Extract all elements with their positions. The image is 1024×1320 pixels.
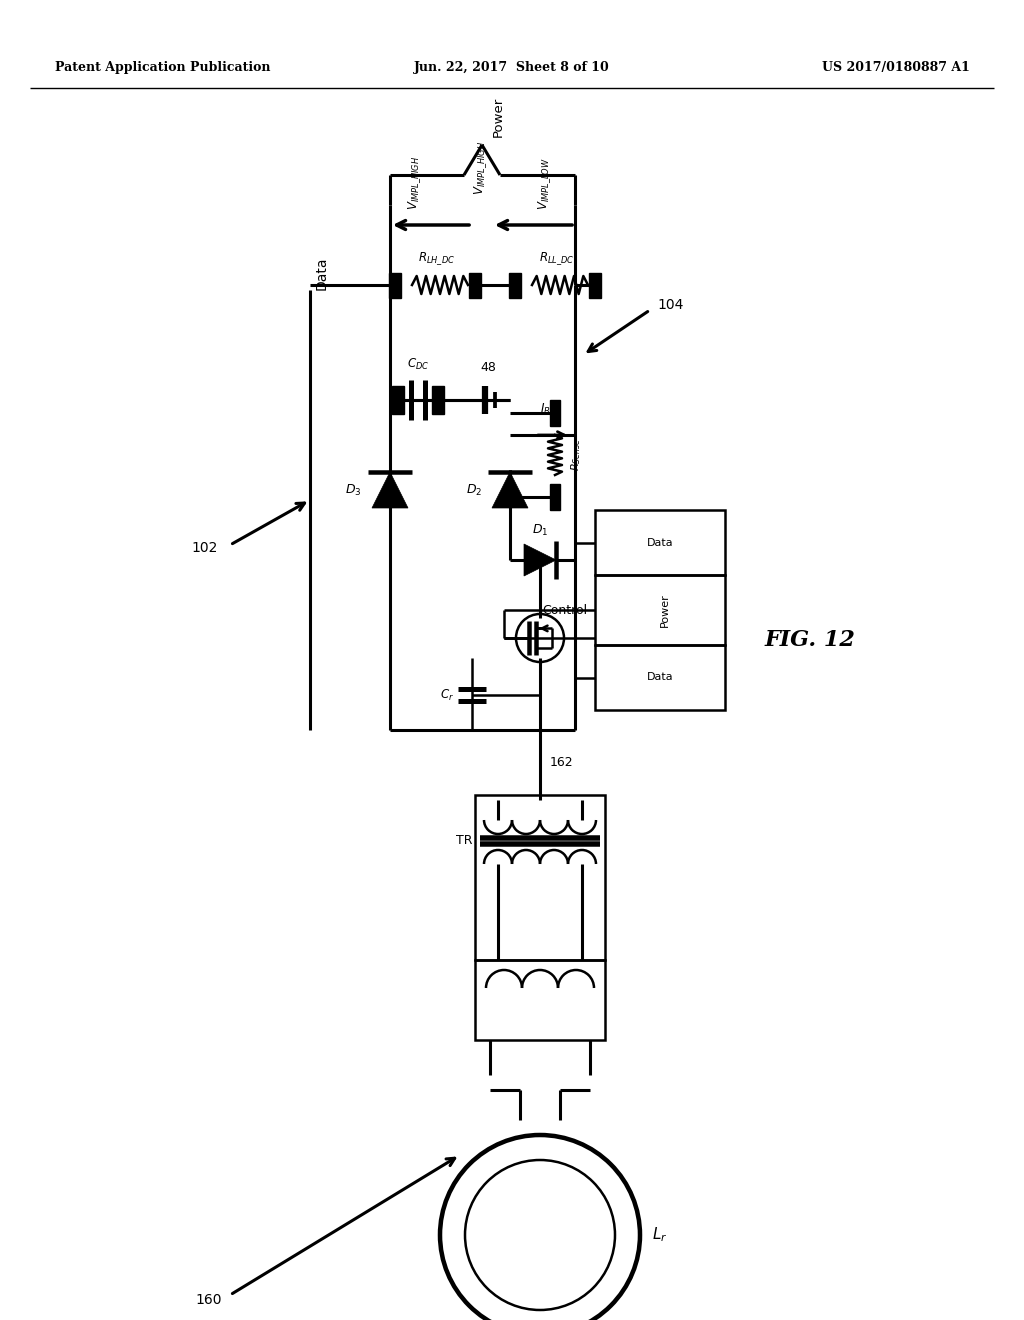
Text: Power: Power xyxy=(492,96,505,137)
Text: $C_{DC}$: $C_{DC}$ xyxy=(407,356,429,372)
Text: $V_{IMPL\_HIGH}$: $V_{IMPL\_HIGH}$ xyxy=(407,156,423,210)
Bar xyxy=(550,400,560,426)
Text: $D_3$: $D_3$ xyxy=(345,482,362,498)
Text: TR: TR xyxy=(456,834,472,847)
Bar xyxy=(589,272,601,297)
Bar xyxy=(469,272,481,297)
Text: Data: Data xyxy=(647,672,674,682)
Bar xyxy=(595,576,725,645)
Text: $D_2$: $D_2$ xyxy=(466,482,482,498)
Text: Patent Application Publication: Patent Application Publication xyxy=(55,62,270,74)
Text: 162: 162 xyxy=(550,755,573,768)
Bar xyxy=(475,795,605,960)
Text: $V_{IMPL\_LOW}$: $V_{IMPL\_LOW}$ xyxy=(537,157,553,210)
Text: $V_{IMPL\_HIGH}$: $V_{IMPL\_HIGH}$ xyxy=(473,141,489,195)
Bar xyxy=(389,272,401,297)
Polygon shape xyxy=(372,473,408,508)
Text: Jun. 22, 2017  Sheet 8 of 10: Jun. 22, 2017 Sheet 8 of 10 xyxy=(414,62,610,74)
Text: $R_{LL\_DC}$: $R_{LL\_DC}$ xyxy=(540,251,574,267)
Bar xyxy=(595,645,725,710)
Text: $D_1$: $D_1$ xyxy=(531,523,548,539)
Polygon shape xyxy=(524,544,556,576)
Text: $L_r$: $L_r$ xyxy=(652,1226,668,1245)
Bar xyxy=(509,272,521,297)
Text: $R_{LH\_DC}$: $R_{LH\_DC}$ xyxy=(419,251,456,267)
Polygon shape xyxy=(492,473,528,508)
Text: 160: 160 xyxy=(196,1294,222,1307)
Bar xyxy=(475,960,605,1040)
Bar xyxy=(392,385,404,414)
Text: Power: Power xyxy=(660,593,670,627)
Text: $I_{BAT}$: $I_{BAT}$ xyxy=(540,401,562,417)
Text: 102: 102 xyxy=(191,541,218,554)
Text: $R_{Sense}$: $R_{Sense}$ xyxy=(569,438,583,471)
Text: US 2017/0180887 A1: US 2017/0180887 A1 xyxy=(822,62,970,74)
Text: $C_r$: $C_r$ xyxy=(440,688,454,702)
Text: 48: 48 xyxy=(480,360,496,374)
Bar xyxy=(595,510,725,576)
Bar xyxy=(550,484,560,510)
Bar xyxy=(432,385,444,414)
Text: FIG. 12: FIG. 12 xyxy=(765,630,855,651)
Text: Control: Control xyxy=(542,603,587,616)
Text: Data: Data xyxy=(315,256,329,290)
Text: 104: 104 xyxy=(657,298,683,312)
Text: Data: Data xyxy=(647,537,674,548)
